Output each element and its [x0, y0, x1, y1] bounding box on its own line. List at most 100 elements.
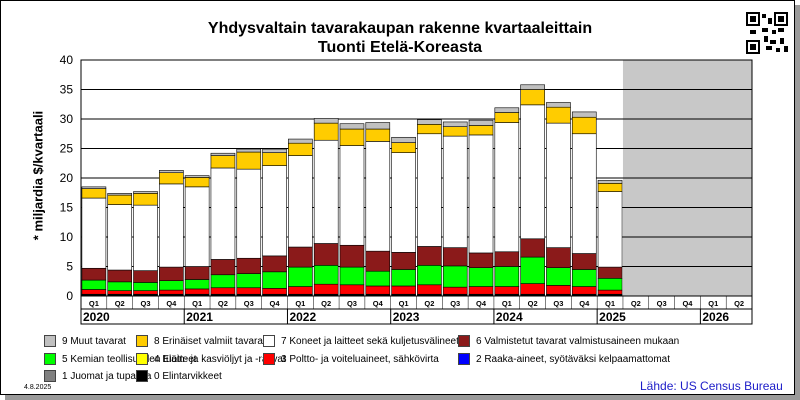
- bar-segment: [288, 286, 313, 295]
- x-tick-label: Q3: [450, 299, 460, 308]
- bar-segment: [339, 145, 365, 246]
- bar-segment: [546, 285, 571, 295]
- bar-segment: [494, 122, 520, 253]
- legend-swatch: [458, 353, 470, 365]
- bar-segment: [546, 106, 571, 124]
- bar-segment: [597, 191, 623, 268]
- bar-segment: [107, 290, 133, 295]
- year-label: 2020: [83, 310, 110, 324]
- legend-swatch: [263, 353, 275, 365]
- y-tick-label: 0: [66, 289, 73, 303]
- bar-segment: [288, 138, 313, 144]
- x-tick-label: Q1: [605, 299, 615, 308]
- bar-segment: [133, 191, 158, 194]
- bar-segment: [468, 125, 494, 136]
- year-label: 2026: [702, 310, 729, 324]
- bar-segment: [81, 267, 107, 281]
- x-tick-label: Q4: [166, 299, 177, 308]
- legend-label: 9 Muut tavarat: [62, 335, 126, 347]
- source-label: Lähde: US Census Bureau: [640, 379, 783, 393]
- bar-segment: [520, 283, 545, 295]
- date-label: 4.8.2025: [24, 384, 52, 391]
- legend-swatch: [136, 335, 148, 347]
- bar-segment: [262, 165, 287, 257]
- qr-code-icon: [746, 12, 788, 54]
- bar-segment: [262, 152, 287, 166]
- bar-segment: [210, 155, 236, 169]
- legend-item: 8 Erinäiset valmiit tavarat: [136, 335, 266, 347]
- y-tick-label: 5: [66, 260, 73, 274]
- bar-segment: [210, 287, 236, 295]
- bar-segment: [339, 284, 365, 295]
- legend-swatch: [136, 370, 148, 382]
- x-tick-label: Q2: [631, 299, 641, 308]
- bar-segment: [520, 89, 545, 106]
- bar-segment: [571, 111, 597, 118]
- y-tick-label: 20: [60, 171, 74, 185]
- bar-segment: [494, 286, 520, 295]
- bar-segment: [365, 128, 391, 142]
- bar-segment: [313, 118, 339, 124]
- bar-segment: [391, 152, 416, 253]
- bar-segment: [546, 102, 571, 108]
- bar-segment: [133, 282, 158, 291]
- x-tick-label: Q2: [528, 299, 538, 308]
- bar-segment: [494, 107, 520, 113]
- bar-segment: [442, 286, 468, 295]
- x-tick-label: Q3: [244, 299, 254, 308]
- bar-segment: [210, 152, 236, 156]
- bar-segment: [417, 124, 442, 135]
- bar-segment: [236, 151, 262, 170]
- bar-segment: [571, 286, 597, 295]
- x-tick-label: Q4: [476, 299, 487, 308]
- legend-label: 6 Valmistetut tavarat valmistusaineen mu…: [476, 335, 680, 347]
- year-label: 2024: [496, 310, 523, 324]
- bar-segment: [442, 135, 468, 248]
- bar-segment: [391, 269, 416, 287]
- bar-segment: [133, 290, 158, 295]
- bar-segment: [236, 148, 262, 153]
- x-tick-label: Q1: [399, 299, 409, 308]
- bar-segment: [468, 267, 494, 287]
- bar-segment: [107, 193, 133, 196]
- bar-segment: [365, 122, 391, 130]
- chart-subtitle: Tuonti Etelä-Koreasta: [317, 39, 483, 56]
- bar-segment: [159, 289, 184, 295]
- bar-segment: [184, 279, 210, 290]
- bar-segment: [468, 119, 494, 126]
- bar-segment: [391, 142, 416, 153]
- x-tick-label: Q4: [682, 299, 693, 308]
- bar-segment: [417, 284, 442, 295]
- x-tick-label: Q4: [270, 299, 281, 308]
- legend-swatch: [263, 335, 275, 347]
- legend-item: 6 Valmistetut tavarat valmistusaineen mu…: [458, 335, 679, 347]
- year-label: 2025: [599, 310, 626, 324]
- bar-segment: [313, 265, 339, 285]
- bar-segment: [262, 288, 287, 295]
- bar-segment: [597, 266, 623, 279]
- bar-segment: [184, 177, 210, 188]
- bar-segment: [262, 271, 287, 289]
- bar-segment: [365, 270, 391, 287]
- bar-segment: [417, 246, 442, 266]
- bar-segment: [288, 266, 313, 287]
- bar-segment: [571, 269, 597, 287]
- x-tick-label: Q1: [295, 299, 305, 308]
- year-label: 2021: [186, 310, 213, 324]
- bar-segment: [468, 252, 494, 268]
- year-label: 2023: [393, 310, 420, 324]
- bar-segment: [546, 122, 571, 248]
- x-tick-label: Q3: [657, 299, 667, 308]
- bar-segment: [313, 283, 339, 295]
- bar-segment: [236, 257, 262, 274]
- bar-segment: [391, 285, 416, 295]
- bar-segment: [288, 155, 313, 248]
- x-tick-label: Q1: [192, 299, 202, 308]
- bar-segment: [159, 172, 184, 185]
- legend-label: 0 Elintarvikkeet: [154, 370, 222, 382]
- bar-segment: [236, 273, 262, 289]
- bar-segment: [520, 256, 545, 284]
- bar-segment: [571, 116, 597, 135]
- bar-segment: [339, 266, 365, 286]
- bar-segment: [365, 285, 391, 295]
